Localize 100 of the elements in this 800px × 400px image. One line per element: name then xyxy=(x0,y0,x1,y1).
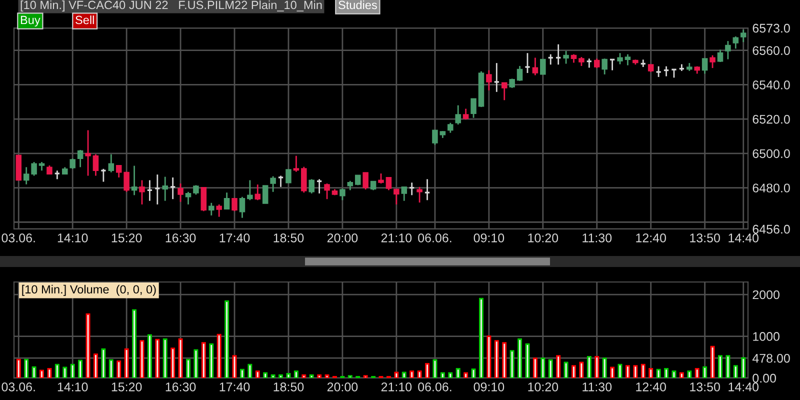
bar xyxy=(618,364,622,378)
bar xyxy=(733,365,738,378)
candlestick xyxy=(254,184,261,201)
bar xyxy=(556,355,561,378)
bar xyxy=(710,346,715,378)
bar xyxy=(494,340,499,378)
bar xyxy=(572,365,576,378)
bar xyxy=(32,366,36,378)
bar xyxy=(525,343,530,378)
candlestick xyxy=(740,29,746,43)
bar xyxy=(726,355,730,378)
text: Sell xyxy=(76,16,94,24)
bar xyxy=(564,362,568,378)
x-tick-label: 13:50 xyxy=(690,382,720,392)
bar xyxy=(270,374,276,378)
candlestick xyxy=(362,172,368,190)
candlestick xyxy=(193,184,199,196)
y-tick-label: 6560.0 xyxy=(752,46,790,55)
chart-title: [10 Min.] VF-CAC40 JUN 22 F.US.PILM22 Plain_10_Min xyxy=(20,0,322,12)
candlestick xyxy=(301,166,307,194)
candlestick xyxy=(386,176,392,191)
bar xyxy=(679,372,684,378)
bar xyxy=(586,356,592,378)
candlestick xyxy=(324,182,330,200)
bar xyxy=(40,370,44,378)
candlestick xyxy=(124,171,130,193)
bar xyxy=(656,368,661,378)
bar xyxy=(324,374,330,378)
candlestick xyxy=(732,36,739,50)
candlestick xyxy=(77,149,84,168)
x-tick-label: 11:30 xyxy=(582,382,612,392)
candlestick xyxy=(462,108,469,120)
x-tick-label: 13:50 xyxy=(690,233,720,242)
x-tick-label: 21:10 xyxy=(381,382,412,392)
x-tick-label: 16:30 xyxy=(166,233,196,242)
bar xyxy=(147,334,152,378)
y-tick-label: 2000 xyxy=(752,290,780,300)
bar xyxy=(186,358,190,378)
bar xyxy=(640,364,646,378)
bar xyxy=(440,372,445,378)
x-tick-label: 15:20 xyxy=(112,382,142,392)
x-tick-label: 11:30 xyxy=(582,233,612,242)
x-tick-label: 03.06. xyxy=(2,233,35,242)
candlestick xyxy=(293,155,300,172)
candlestick xyxy=(31,161,37,176)
bar xyxy=(394,372,399,378)
bar xyxy=(62,366,68,378)
x-tick-label: 18:50 xyxy=(274,233,304,242)
bar xyxy=(255,370,260,378)
candlestick xyxy=(247,180,253,201)
bar xyxy=(648,368,654,378)
candlestick xyxy=(378,172,384,184)
bar xyxy=(510,350,514,378)
bar xyxy=(209,343,214,378)
candlestick xyxy=(178,182,184,203)
candlestick xyxy=(424,178,430,201)
bar xyxy=(410,370,414,378)
bar xyxy=(702,366,708,378)
x-tick-label: 10:20 xyxy=(528,233,558,242)
bar xyxy=(363,375,368,378)
bar xyxy=(348,375,352,378)
candlestick xyxy=(239,196,246,219)
candlestick xyxy=(563,50,569,64)
candlestick xyxy=(624,54,631,66)
bar xyxy=(248,364,252,378)
text: Studies xyxy=(338,0,377,10)
bar xyxy=(402,372,406,378)
candlestick xyxy=(154,174,161,206)
y-tick-label: 478.00 xyxy=(752,354,790,363)
bar xyxy=(286,373,291,378)
bar xyxy=(47,368,52,378)
candlestick xyxy=(185,191,192,206)
candlestick xyxy=(262,185,268,204)
candlestick xyxy=(116,164,122,178)
bar xyxy=(464,372,468,378)
bar xyxy=(155,338,160,378)
candlestick xyxy=(401,186,408,202)
x-tick-label: 14:40 xyxy=(728,233,759,242)
candlestick xyxy=(617,52,623,65)
bar xyxy=(216,334,222,378)
bar xyxy=(140,340,144,378)
candlestick xyxy=(486,70,492,92)
bar xyxy=(24,358,29,378)
x-tick-label: 21:10 xyxy=(381,233,412,242)
bar xyxy=(240,368,244,378)
candlestick xyxy=(470,98,476,119)
bar xyxy=(101,348,106,378)
bar xyxy=(448,372,453,378)
x-tick-label: 20:00 xyxy=(327,382,358,392)
candlestick xyxy=(108,154,114,174)
candlestick xyxy=(232,198,238,212)
y-tick-label: 0.00 xyxy=(752,374,776,383)
bar xyxy=(672,370,676,378)
x-tick-label: 18:50 xyxy=(274,382,304,392)
candlestick xyxy=(85,130,91,176)
bar xyxy=(479,298,484,378)
candlestick xyxy=(432,130,438,146)
candlestick xyxy=(23,166,30,186)
bar xyxy=(170,348,176,378)
candlestick xyxy=(131,165,138,196)
